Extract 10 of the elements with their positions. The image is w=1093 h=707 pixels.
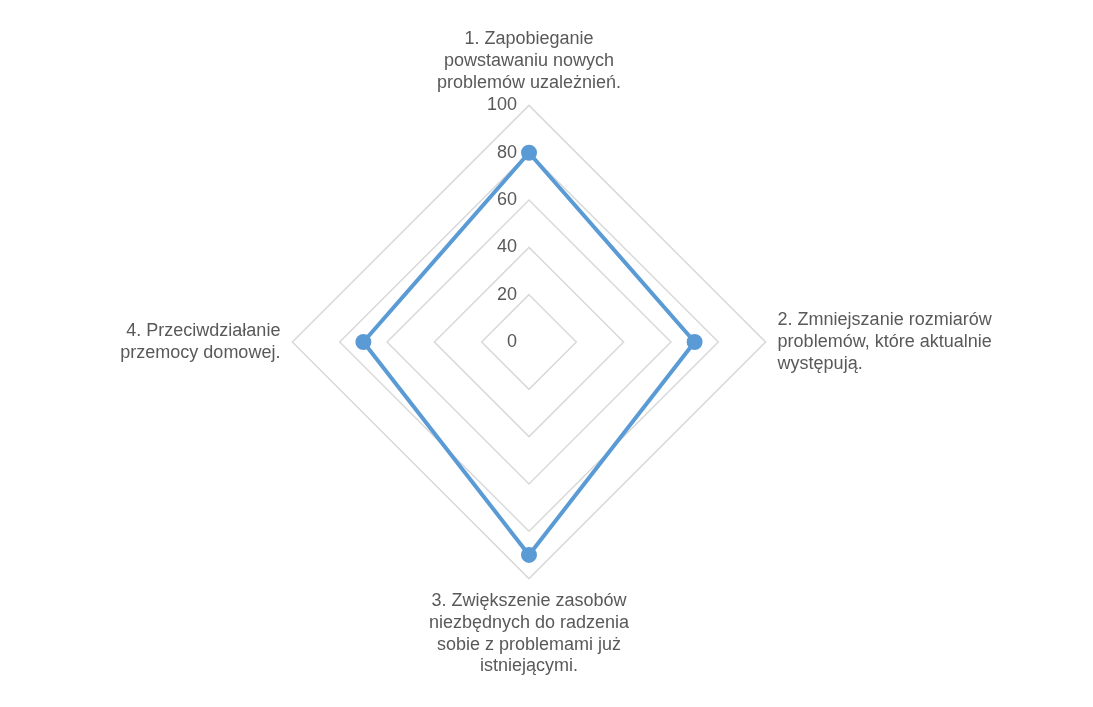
spoke-label: 3. Zwiększenie zasobów niezbędnych do radzenia sobie z problemami już istniejącymi. <box>428 590 631 676</box>
y-tick-label: 100 <box>486 94 517 115</box>
spoke-label: 2. Zmniejszanie rozmiarów problemów, które aktualnie występują. <box>776 309 993 373</box>
spoke-label: 4. Przeciwdziałanie przemocy domowej. <box>120 320 281 362</box>
y-tick-label: 0 <box>506 330 517 351</box>
spoke-label: 1. Zapobieganie powstawaniu nowych problemów uzależnień. <box>436 28 622 92</box>
y-tick-label: 60 <box>496 189 517 210</box>
y-tick-label: 20 <box>496 283 517 304</box>
y-tick-label: 40 <box>496 236 517 257</box>
y-tick-label: 80 <box>496 141 517 162</box>
